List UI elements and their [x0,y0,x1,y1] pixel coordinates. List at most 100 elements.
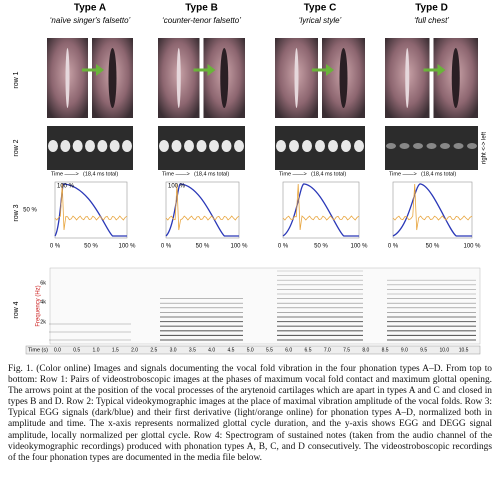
kymogram-wave [386,143,396,149]
time-label: 6.0 [285,347,292,353]
kymogram-wave [159,140,169,152]
total-label: (18,4 ms total) [311,171,346,177]
kymogram-wave [440,143,450,149]
freq-label: 2k [40,319,46,325]
time-label: 9.5 [420,347,427,353]
glottis [294,48,299,108]
row-label: row 3 [13,204,20,221]
kymogram-wave [171,140,182,152]
total-label: (18,4 ms total) [194,171,229,177]
row-label: row 2 [13,139,20,156]
y-tick-label: 50 % [23,208,37,214]
column-subtitle: ‘counter-tenor falsetto’ [162,16,241,25]
glottis [108,48,117,108]
total-label: (18,4 ms total) [421,171,456,177]
kymogram-wave [413,143,423,149]
kymogram-wave [85,140,95,152]
kymogram-wave [354,140,364,152]
x-tick-label: 100 % [230,244,248,250]
column-title: Type B [185,3,218,14]
time-label: 10.5 [459,347,469,353]
time-label: 0.0 [54,347,61,353]
glottis [65,48,70,108]
kymogram-wave [109,140,120,152]
glottis [405,48,410,108]
glottis [339,48,348,108]
kymogram-wave [221,140,232,152]
y-tick-label: 100 % [168,184,186,190]
time-label: Time ——> [162,171,190,177]
kymogram-wave [184,140,194,152]
x-tick-label: 100 % [350,244,368,250]
x-tick-label: 50 % [84,244,98,250]
kymogram-wave [426,143,437,149]
time-label: 0.5 [73,347,80,353]
time-label: 4.5 [227,347,234,353]
figure-panels: Type A ‘naïve singer's falsetto’ Type B ‘co… [13,3,488,355]
plot-frame [392,181,473,239]
kymogram-wave [72,140,83,152]
y-tick-label: 100 % [57,184,75,190]
x-tick-label: 100 % [118,244,136,250]
kymogram-wave [315,140,325,152]
time-label: 8.5 [382,347,389,353]
spectrogram [49,267,481,345]
column-subtitle: ‘lyrical style’ [299,16,342,25]
time-label: 2.0 [131,347,138,353]
degg-curve [165,183,240,231]
total-label: (18,4 ms total) [83,171,118,177]
kymogram-wave [209,140,219,152]
row-label: row 1 [13,71,20,88]
column-subtitle: ‘full chest’ [414,16,449,25]
time-label: 7.5 [343,347,350,353]
degg-curve [282,183,360,231]
plot-frame [165,181,240,239]
x-tick-label: 0 % [50,244,61,250]
time-label: 8.0 [362,347,369,353]
kymogram-wave [399,143,410,149]
degg-curve [392,183,473,231]
time-label: 5.5 [266,347,273,353]
glottis [451,48,460,108]
column-title: Type A [74,3,106,14]
degg-curve [54,183,128,231]
time-label: 1.5 [112,347,119,353]
time-label: Time ——> [389,171,417,177]
freq-label: 6k [40,280,46,286]
egg-curve [392,183,472,237]
plot-frame [282,181,360,239]
x-tick-label: 100 % [463,244,481,250]
time-label: 3.5 [189,347,196,353]
kymogram-wave [234,140,244,152]
kymogram-wave [97,140,108,152]
x-tick-label: 50 % [426,244,440,250]
x-tick-label: 50 % [196,244,210,250]
time-label: 5.0 [247,347,254,353]
egg-curve [54,183,127,237]
time-label: 9.0 [401,347,408,353]
kymogram-wave [60,140,71,152]
time-label: 4.0 [208,347,215,353]
time-label: 2.5 [150,347,157,353]
caption: Fig. 1. (Color online) Images and signal… [8,364,492,463]
time-label: 10.0 [439,347,449,353]
kymogram-wave [48,140,58,152]
column-title: Type C [304,3,337,14]
column-title: Type D [415,3,448,14]
freq-label: 4k [40,299,46,305]
glottis [220,48,229,108]
time-label: Time ——> [279,171,307,177]
time-label: 3.0 [170,347,177,353]
x-tick-label: 0 % [278,244,289,250]
arrow-head [437,64,446,76]
axis-label: Frequency (Hz) [36,285,42,326]
x-tick-label: 0 % [161,244,172,250]
kymogram-wave [453,143,464,149]
time-label: 6.5 [305,347,312,353]
plot-frame [54,181,128,239]
glottis [176,48,181,108]
time-label: 7.0 [324,347,331,353]
kymogram-wave [341,140,351,152]
egg-curve [282,183,359,237]
